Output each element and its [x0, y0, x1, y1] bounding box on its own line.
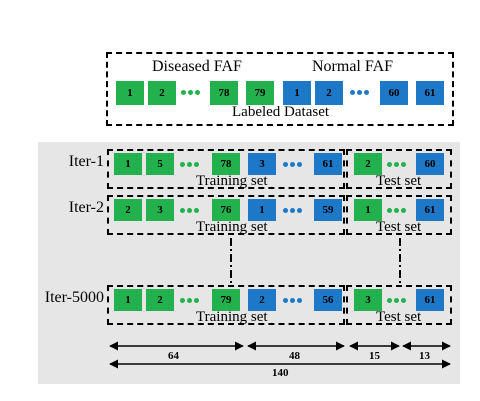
test-blue-box: 61 — [416, 289, 444, 311]
count-64: 64 — [168, 350, 179, 362]
iteration-label: Iter-5000 — [44, 289, 104, 306]
iteration-label: Iter-2 — [68, 199, 104, 216]
test-blue-box: 60 — [416, 153, 444, 175]
training-green-box: 1 — [114, 153, 142, 175]
training-set-frame — [107, 149, 345, 189]
iteration-label: Iter-1 — [68, 153, 104, 170]
labeled-dataset-caption: Labeled Dataset — [232, 104, 330, 120]
dataset-green-ellipsis — [181, 90, 200, 95]
training-blue-box: 2 — [248, 289, 276, 311]
count-15: 15 — [369, 350, 380, 362]
dataset-blue-box: 60 — [380, 81, 408, 105]
training-blue-ellipsis — [283, 298, 302, 303]
test-set-caption: Test set — [376, 219, 422, 235]
training-blue-box: 59 — [314, 199, 342, 221]
training-green-ellipsis — [180, 208, 199, 213]
training-green-box: 78 — [212, 153, 240, 175]
training-blue-box: 3 — [248, 153, 276, 175]
test-green-box: 2 — [354, 153, 382, 175]
training-green-box: 2 — [146, 289, 174, 311]
test-set-frame — [346, 195, 452, 235]
training-green-box: 5 — [146, 153, 174, 175]
dataset-blue-box: 1 — [283, 81, 311, 105]
test-green-box: 3 — [354, 289, 382, 311]
test-set-caption: Test set — [376, 173, 422, 189]
training-blue-box: 56 — [314, 289, 342, 311]
training-set-caption: Training set — [196, 173, 268, 189]
count-140: 140 — [272, 367, 289, 379]
test-green-box: 1 — [354, 199, 382, 221]
test-blue-box: 61 — [416, 199, 444, 221]
training-green-ellipsis — [180, 162, 199, 167]
dataset-green-box: 1 — [116, 81, 144, 105]
training-green-box: 76 — [212, 199, 240, 221]
training-blue-box: 61 — [314, 153, 342, 175]
normal-faf-label: Normal FAF — [312, 58, 394, 75]
test-green-ellipsis — [387, 208, 406, 213]
dataset-green-box: 2 — [148, 81, 176, 105]
dataset-blue-box: 61 — [416, 81, 444, 105]
count-48: 48 — [289, 350, 300, 362]
training-green-box: 2 — [114, 199, 142, 221]
test-set-frame — [346, 285, 452, 325]
diseased-faf-label: Diseased FAF — [152, 58, 242, 75]
training-green-box: 1 — [114, 289, 142, 311]
training-green-box: 79 — [212, 289, 240, 311]
test-green-ellipsis — [387, 162, 406, 167]
dataset-blue-ellipsis — [350, 90, 369, 95]
training-blue-ellipsis — [283, 162, 302, 167]
training-green-ellipsis — [180, 298, 199, 303]
training-blue-box: 1 — [248, 199, 276, 221]
training-blue-ellipsis — [283, 208, 302, 213]
test-set-caption: Test set — [376, 309, 422, 325]
dataset-blue-box: 2 — [315, 81, 343, 105]
test-set-frame — [346, 149, 452, 189]
count-13: 13 — [419, 350, 430, 362]
training-green-box: 3 — [146, 199, 174, 221]
training-set-frame — [107, 195, 345, 235]
training-set-caption: Training set — [196, 309, 268, 325]
training-set-caption: Training set — [196, 219, 268, 235]
test-green-ellipsis — [387, 298, 406, 303]
dataset-green-box: 78 — [210, 81, 238, 105]
training-set-frame — [107, 285, 345, 325]
dataset-green-box: 79 — [246, 81, 274, 105]
labeled-dataset-frame — [106, 52, 454, 126]
